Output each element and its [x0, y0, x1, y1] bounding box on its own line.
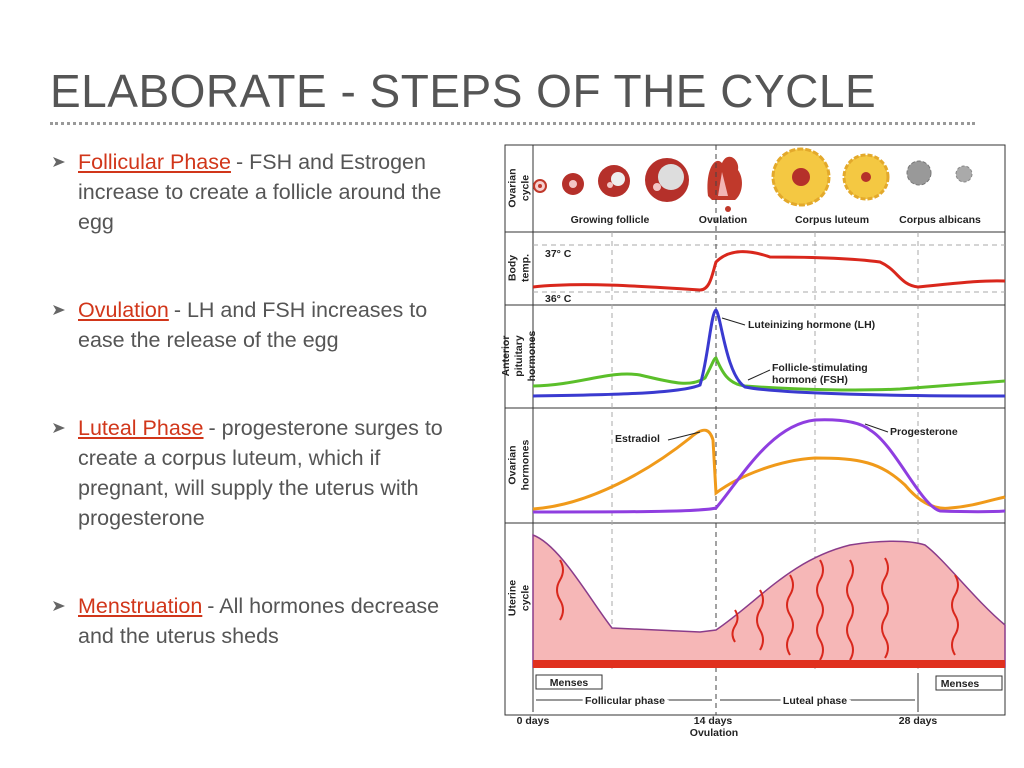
- uterine-lining: [532, 533, 1006, 668]
- phase-bars: [532, 673, 1003, 712]
- bullet-desc: - All hormones decrease and the uterus s…: [78, 594, 440, 648]
- bullet-text: Follicular Phase - FSH and Estrogen incre…: [78, 147, 472, 237]
- bullet-desc: - FSH and Estrogen increase to create a …: [78, 150, 442, 234]
- stage-label: Ovulation: [699, 214, 747, 226]
- row-label: Ovarian: [506, 168, 518, 207]
- bullet: Luteal Phase - progesterone surges to cre…: [52, 413, 472, 533]
- estradiol-label: Estradiol: [615, 433, 660, 445]
- frame: [504, 144, 1006, 716]
- leader-line: [667, 431, 701, 441]
- day-label: 28 days: [899, 715, 938, 727]
- slide-title: ELABORATE - STEPS OF THE CYCLE: [50, 65, 877, 117]
- menses-label: Menses: [550, 677, 589, 689]
- row-label: cycle: [519, 175, 531, 201]
- leader-line: [721, 317, 746, 326]
- body-temp-curve: [532, 250, 1006, 292]
- row-label: hormones: [526, 330, 538, 381]
- bullet-term: Menstruation: [78, 594, 203, 618]
- progesterone-curve: [532, 418, 1006, 514]
- guides: [533, 232, 1005, 673]
- menses-label: Menses: [941, 678, 980, 690]
- bullet-text: Ovulation - LH and FSH increases to ease …: [78, 295, 472, 355]
- bullet-term: Luteal Phase: [78, 416, 204, 440]
- fsh-curve: [532, 356, 1006, 392]
- leader-line: [864, 423, 889, 433]
- temp-label: 36° C: [545, 293, 572, 305]
- temp-label: 37° C: [545, 248, 572, 260]
- estradiol-curve: [532, 428, 1006, 511]
- leader-line: [747, 369, 771, 381]
- ovulation-label: Ovulation: [690, 727, 738, 739]
- row-label: Anterior: [500, 336, 512, 377]
- bullet: Ovulation - LH and FSH increases to ease …: [52, 295, 472, 355]
- lh-label: Luteinizing hormone (LH): [748, 319, 875, 331]
- progesterone-label: Progesterone: [890, 426, 958, 438]
- title-rule: [50, 122, 975, 125]
- row-label: Uterine: [506, 580, 518, 616]
- day-label: 0 days: [517, 715, 550, 727]
- stage-label: Corpus albicans: [899, 214, 981, 226]
- bullet-arrow: [53, 601, 65, 611]
- bullet-desc: - progesterone surges to create a corpus…: [78, 416, 443, 530]
- row-label: hormones: [519, 439, 531, 490]
- bullet: Menstruation - All hormones decrease and …: [52, 591, 472, 651]
- phase-label: Luteal phase: [783, 695, 847, 707]
- row-label: Ovarian: [506, 445, 518, 484]
- follicles: [533, 147, 973, 212]
- phase-label: Follicular phase: [585, 695, 665, 707]
- lh-curve: [532, 308, 1006, 398]
- stage-label: Corpus luteum: [795, 214, 869, 226]
- bullet-arrow: [53, 423, 65, 433]
- bullet-desc: - LH and FSH increases to ease the relea…: [78, 298, 428, 352]
- bullet-arrow: [53, 305, 65, 315]
- bullet-term: Ovulation: [78, 298, 169, 322]
- bullet: Follicular Phase - FSH and Estrogen incre…: [52, 147, 472, 237]
- fsh-label: hormone (FSH): [772, 374, 848, 386]
- row-label: Body: [506, 255, 518, 281]
- bullet-text: Menstruation - All hormones decrease and …: [78, 591, 472, 651]
- bullet-text: Luteal Phase - progesterone surges to cre…: [78, 413, 472, 533]
- bullet-arrow: [53, 157, 65, 167]
- stage-label: Growing follicle: [571, 214, 650, 226]
- day-label: 14 days: [694, 715, 733, 727]
- row-label: pituitary: [513, 335, 525, 377]
- bullet-term: Follicular Phase: [78, 150, 231, 174]
- row-label: temp.: [519, 254, 531, 282]
- row-label: cycle: [519, 585, 531, 611]
- fsh-label: Follicle-stimulating: [772, 362, 868, 374]
